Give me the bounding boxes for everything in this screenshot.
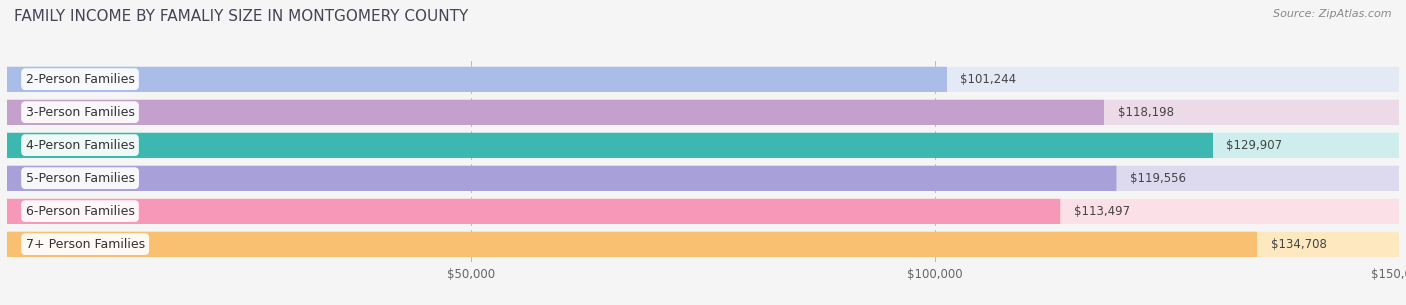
Text: Source: ZipAtlas.com: Source: ZipAtlas.com — [1274, 9, 1392, 19]
Text: 5-Person Families: 5-Person Families — [25, 172, 135, 185]
Bar — [7, 67, 1399, 92]
Text: $113,497: $113,497 — [1074, 205, 1130, 218]
Text: $101,244: $101,244 — [960, 73, 1017, 86]
Bar — [7, 100, 1104, 124]
Text: 2-Person Families: 2-Person Families — [25, 73, 135, 86]
Bar — [7, 166, 1116, 191]
Bar — [7, 232, 1257, 257]
Text: 6-Person Families: 6-Person Families — [25, 205, 135, 218]
FancyBboxPatch shape — [7, 232, 1257, 257]
Text: $134,708: $134,708 — [1271, 238, 1327, 251]
Text: 3-Person Families: 3-Person Families — [25, 106, 135, 119]
Text: FAMILY INCOME BY FAMALIY SIZE IN MONTGOMERY COUNTY: FAMILY INCOME BY FAMALIY SIZE IN MONTGOM… — [14, 9, 468, 24]
Text: $129,907: $129,907 — [1226, 139, 1282, 152]
FancyBboxPatch shape — [7, 199, 1399, 224]
Bar — [7, 166, 1399, 191]
Bar — [7, 133, 1212, 157]
FancyBboxPatch shape — [7, 133, 1212, 157]
Text: $118,198: $118,198 — [1118, 106, 1174, 119]
FancyBboxPatch shape — [7, 199, 1060, 224]
Bar — [7, 100, 1399, 124]
FancyBboxPatch shape — [7, 67, 1399, 92]
FancyBboxPatch shape — [7, 166, 1116, 191]
FancyBboxPatch shape — [7, 133, 1399, 157]
FancyBboxPatch shape — [7, 232, 1399, 257]
Text: 7+ Person Families: 7+ Person Families — [25, 238, 145, 251]
Bar — [7, 199, 1060, 224]
Bar — [7, 232, 1399, 257]
Bar — [7, 133, 1399, 157]
FancyBboxPatch shape — [7, 67, 946, 92]
FancyBboxPatch shape — [7, 100, 1399, 124]
FancyBboxPatch shape — [7, 166, 1399, 191]
Bar — [7, 67, 946, 92]
Text: 4-Person Families: 4-Person Families — [25, 139, 135, 152]
Text: $119,556: $119,556 — [1130, 172, 1187, 185]
Bar — [7, 199, 1399, 224]
FancyBboxPatch shape — [7, 100, 1104, 124]
